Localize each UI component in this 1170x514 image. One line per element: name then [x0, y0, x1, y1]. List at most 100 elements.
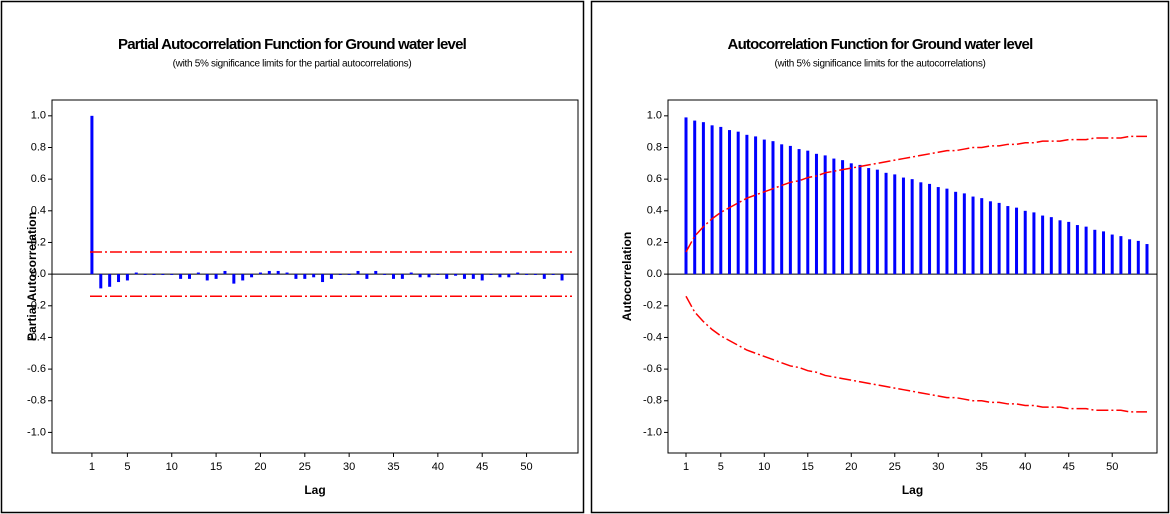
- x-tick-label: 50: [1106, 461, 1118, 473]
- y-tick-label: 0.8: [647, 141, 662, 153]
- x-tick-label: 45: [1063, 461, 1075, 473]
- bar: [250, 274, 254, 278]
- bar: [875, 169, 879, 275]
- bar: [1136, 240, 1140, 275]
- bar: [329, 274, 333, 279]
- bar: [980, 198, 984, 275]
- bar: [409, 272, 413, 275]
- bar: [276, 270, 280, 275]
- bar: [954, 191, 958, 275]
- bar: [454, 274, 458, 276]
- bar: [1049, 217, 1053, 275]
- y-tick-label: 0.0: [31, 268, 46, 280]
- bar: [427, 274, 431, 278]
- bar: [806, 150, 810, 275]
- bar: [560, 274, 564, 281]
- bar: [858, 164, 862, 275]
- bar: [143, 274, 147, 275]
- y-tick-label: -0.6: [643, 363, 662, 375]
- bar: [884, 172, 888, 275]
- x-tick-label: 1: [89, 461, 95, 473]
- x-tick-label: 30: [343, 461, 355, 473]
- bar: [383, 274, 387, 275]
- bar: [418, 274, 422, 278]
- bar: [867, 168, 871, 275]
- bar: [525, 274, 529, 275]
- bar: [727, 130, 731, 275]
- panel-frame: [590, 0, 1170, 514]
- y-tick-label: 0.0: [647, 268, 662, 280]
- y-tick-label: -0.8: [27, 395, 46, 407]
- bar: [1119, 236, 1123, 275]
- bar: [498, 274, 502, 278]
- bar: [1128, 239, 1132, 275]
- bar: [392, 274, 396, 279]
- x-tick-label: 30: [932, 461, 944, 473]
- y-tick-label: -0.4: [27, 331, 46, 343]
- bar: [780, 144, 784, 275]
- bar: [788, 145, 792, 275]
- bar: [1102, 231, 1106, 275]
- y-tick-label: 0.6: [31, 173, 46, 185]
- bar: [754, 136, 758, 275]
- bar: [551, 274, 555, 275]
- x-axis-label: Lag: [902, 483, 923, 497]
- bar: [356, 270, 360, 275]
- bar: [267, 270, 271, 275]
- y-tick-label: 0.4: [647, 205, 662, 217]
- bar: [445, 274, 449, 279]
- y-tick-label: -0.2: [27, 300, 46, 312]
- bar: [90, 115, 94, 275]
- x-tick-label: 15: [210, 461, 222, 473]
- bar: [321, 274, 325, 283]
- bar: [901, 177, 905, 275]
- x-tick-label: 40: [432, 461, 444, 473]
- bar: [134, 272, 138, 275]
- y-tick-label: 0.8: [31, 141, 46, 153]
- bar: [258, 272, 262, 275]
- bar: [99, 274, 103, 289]
- x-tick-label: 45: [476, 461, 488, 473]
- bar: [1067, 221, 1071, 275]
- y-tick-label: 0.6: [647, 173, 662, 185]
- y-tick-label: -1.0: [643, 426, 662, 438]
- x-tick-label: 35: [387, 461, 399, 473]
- y-axis-label: Autocorrelation: [620, 232, 634, 321]
- bar: [745, 134, 749, 275]
- bar: [1093, 229, 1097, 275]
- bar: [1084, 226, 1088, 275]
- bar: [701, 122, 705, 275]
- bar: [919, 182, 923, 275]
- bar: [910, 179, 914, 275]
- bar: [1041, 215, 1045, 275]
- bar: [374, 270, 378, 275]
- chart-title: Partial Autocorrelation Function for Gro…: [118, 36, 467, 53]
- y-tick-label: -0.6: [27, 363, 46, 375]
- y-tick-label: 0.2: [647, 236, 662, 248]
- bar: [1032, 212, 1036, 275]
- bar: [196, 272, 200, 275]
- x-tick-label: 25: [889, 461, 901, 473]
- bar: [400, 274, 404, 279]
- bar: [893, 174, 897, 275]
- x-tick-label: 35: [976, 461, 988, 473]
- bar: [841, 160, 845, 275]
- bar: [542, 274, 546, 279]
- bar: [736, 131, 740, 275]
- x-tick-label: 10: [166, 461, 178, 473]
- chart-title: Autocorrelation Function for Ground wate…: [728, 36, 1034, 53]
- y-tick-label: 1.0: [647, 110, 662, 122]
- y-tick-label: -0.8: [643, 395, 662, 407]
- bar: [849, 163, 853, 275]
- x-tick-label: 25: [299, 461, 311, 473]
- bar: [471, 274, 475, 279]
- bar: [1023, 210, 1027, 275]
- bar: [108, 274, 112, 287]
- bar: [480, 274, 484, 281]
- bar: [232, 274, 236, 284]
- bar: [294, 274, 298, 279]
- bar: [823, 155, 827, 275]
- bar: [223, 270, 227, 275]
